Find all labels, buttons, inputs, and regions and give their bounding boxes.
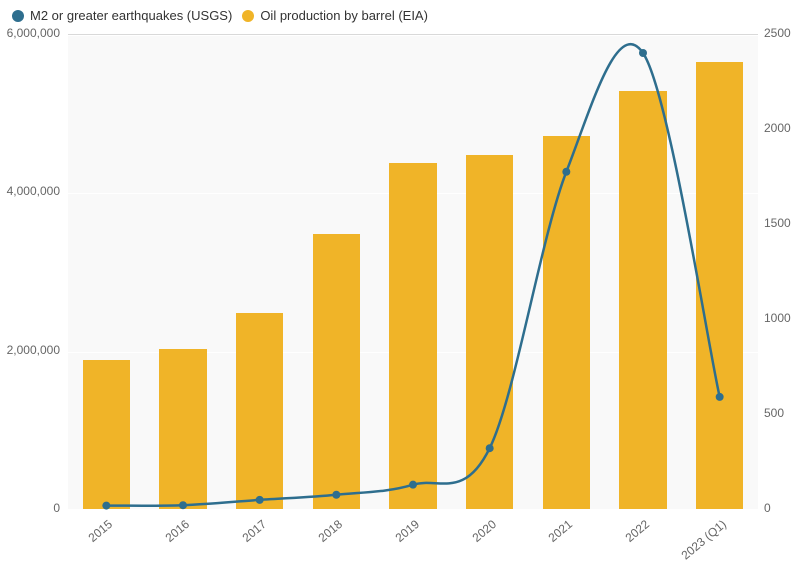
y-left-tick-label: 6,000,000 [0, 26, 60, 40]
y-left-tick-label: 2,000,000 [0, 343, 60, 357]
y-left-tick-label: 4,000,000 [0, 184, 60, 198]
line-marker [639, 49, 647, 57]
line-marker [332, 491, 340, 499]
line-marker [562, 168, 570, 176]
x-tick-label: 2023 (Q1) [658, 517, 728, 579]
legend-swatch-oil [242, 10, 254, 22]
legend-item-oil: Oil production by barrel (EIA) [242, 8, 428, 23]
line-marker [486, 444, 494, 452]
x-tick-label: 2019 [352, 517, 422, 579]
line-marker [256, 496, 264, 504]
y-right-tick-label: 1000 [764, 311, 791, 325]
x-tick-label: 2016 [122, 517, 192, 579]
chart-container: M2 or greater earthquakes (USGS) Oil pro… [0, 0, 796, 575]
line-marker [179, 501, 187, 509]
line-marker [409, 481, 417, 489]
x-tick-label: 2015 [45, 517, 115, 579]
x-tick-label: 2020 [428, 517, 498, 579]
y-right-tick-label: 2500 [764, 26, 791, 40]
y-right-tick-label: 500 [764, 406, 784, 420]
legend-label-oil: Oil production by barrel (EIA) [260, 8, 428, 23]
legend: M2 or greater earthquakes (USGS) Oil pro… [12, 8, 428, 23]
x-tick-label: 2022 [582, 517, 652, 579]
x-tick-label: 2017 [198, 517, 268, 579]
legend-item-earthquakes: M2 or greater earthquakes (USGS) [12, 8, 232, 23]
gridline [68, 510, 758, 511]
line-marker [716, 393, 724, 401]
line-series [106, 44, 719, 506]
line-series-layer [68, 34, 758, 509]
line-marker [102, 502, 110, 510]
legend-swatch-earthquakes [12, 10, 24, 22]
y-left-tick-label: 0 [0, 501, 60, 515]
y-right-tick-label: 1500 [764, 216, 791, 230]
y-right-tick-label: 2000 [764, 121, 791, 135]
legend-label-earthquakes: M2 or greater earthquakes (USGS) [30, 8, 232, 23]
y-right-tick-label: 0 [764, 501, 771, 515]
x-tick-label: 2018 [275, 517, 345, 579]
x-tick-label: 2021 [505, 517, 575, 579]
